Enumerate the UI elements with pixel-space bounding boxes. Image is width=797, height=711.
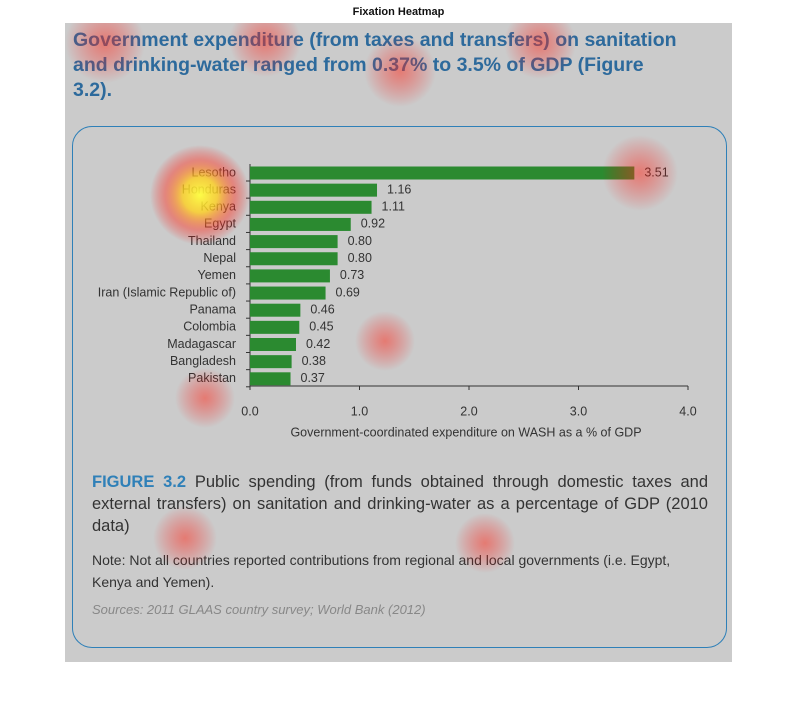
figure-label: FIGURE 3.2 (92, 473, 187, 491)
y-tick-label: Pakistan (188, 371, 236, 385)
chart: Government-coordinated expenditure on WA… (98, 164, 697, 439)
value-label: 1.16 (387, 182, 411, 196)
y-tick-label: Honduras (182, 182, 236, 196)
y-tick-label: Panama (189, 302, 236, 316)
bar (250, 217, 351, 231)
caption-text: Public spending (from funds obtained thr… (92, 473, 708, 535)
bar (250, 372, 291, 386)
bar (250, 338, 296, 351)
bar (250, 183, 378, 197)
x-tick-label: 4.0 (679, 404, 696, 418)
bar (250, 303, 301, 317)
value-label: 0.80 (348, 234, 372, 248)
sources: Sources: 2011 GLAAS country survey; Worl… (92, 602, 426, 617)
value-label: 0.92 (361, 217, 385, 231)
y-tick-label: Egypt (204, 217, 236, 231)
bar (250, 235, 338, 249)
x-tick-label: 1.0 (351, 404, 368, 418)
y-tick-label: Yemen (198, 268, 237, 282)
value-label: 1.11 (382, 200, 405, 214)
bar (250, 200, 372, 214)
y-tick-label: Kenya (201, 200, 236, 214)
bar (250, 166, 635, 180)
y-tick-label: Iran (Islamic Republic of) (98, 285, 236, 299)
y-tick-label: Colombia (183, 320, 236, 334)
y-tick-label: Madagascar (167, 337, 236, 351)
bar (250, 355, 292, 369)
note: Note: Not all countries reported contrib… (92, 552, 671, 590)
value-label: 0.45 (309, 320, 333, 334)
bar (250, 320, 300, 334)
value-label: 0.80 (348, 251, 372, 265)
bar (250, 269, 330, 283)
bar (250, 252, 338, 266)
page-title: Fixation Heatmap (352, 6, 445, 18)
value-label: 3.51 (644, 165, 668, 179)
y-tick-label: Lesotho (192, 165, 237, 179)
value-label: 0.69 (336, 285, 360, 299)
x-tick-label: 3.0 (570, 404, 587, 418)
x-axis-label: Government-coordinated expenditure on WA… (290, 425, 641, 439)
value-label: 0.42 (306, 337, 330, 351)
value-label: 0.46 (310, 302, 334, 316)
figure-box (72, 126, 727, 648)
y-tick-label: Bangladesh (170, 354, 236, 368)
figure-caption: FIGURE 3.2 Public spending (from funds o… (92, 471, 708, 537)
x-tick-label: 0.0 (241, 404, 258, 418)
y-tick-label: Thailand (188, 234, 236, 248)
value-label: 0.38 (302, 354, 326, 368)
value-label: 0.37 (301, 371, 325, 385)
x-tick-label: 2.0 (460, 404, 477, 418)
value-label: 0.73 (340, 268, 364, 282)
bar (250, 286, 326, 300)
y-tick-label: Nepal (203, 251, 236, 265)
